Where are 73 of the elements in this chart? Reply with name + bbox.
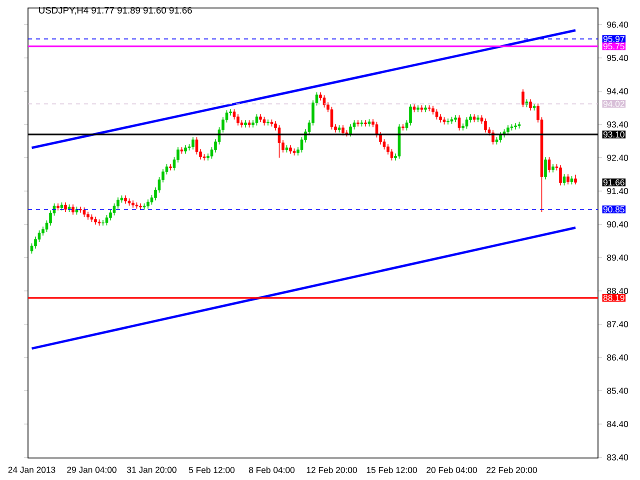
- candlestick: [82, 206, 86, 218]
- candlestick: [236, 114, 240, 126]
- text: 91.66: [603, 179, 624, 186]
- ref-line-label: 93.10: [603, 131, 624, 138]
- candlestick: [522, 88, 524, 108]
- candlestick: [116, 196, 120, 210]
- candlestick: [562, 174, 566, 186]
- candlestick: [462, 123, 464, 131]
- ref-line-label: 95.97: [603, 36, 624, 42]
- candlestick: [574, 174, 577, 185]
- candlestick: [465, 116, 468, 130]
- x-tick-label: 12 Feb 20:00: [306, 466, 357, 474]
- y-tick-label: 89.40: [607, 254, 628, 261]
- chart-title: USDJPY,H4 91.77 91.89 91.60 91.66: [39, 6, 192, 15]
- candlestick: [506, 124, 510, 135]
- ref-line-label: 88.19: [603, 294, 624, 301]
- candlestick: [349, 124, 352, 137]
- x-tick-label: 29 Jan 04:00: [67, 466, 116, 473]
- candlestick: [266, 119, 270, 126]
- x-tick-label: 5 Feb 12:00: [188, 466, 235, 474]
- candlestick: [409, 104, 412, 126]
- candlestick: [64, 202, 67, 212]
- candlestick: [514, 122, 517, 130]
- candlestick: [548, 156, 551, 173]
- ref-line-label: 94.02: [603, 100, 624, 107]
- candlestick: [192, 136, 194, 150]
- candlestick: [169, 164, 172, 171]
- y-tick-label: 92.40: [607, 154, 628, 161]
- candlestick: [544, 156, 547, 180]
- candlestick: [278, 124, 281, 158]
- x-tick-label: 31 Jan 20:00: [127, 466, 176, 473]
- y-tick-label: 83.40: [607, 454, 628, 460]
- candlestick: [364, 120, 367, 127]
- candlestick: [566, 174, 570, 185]
- candlestick: [446, 118, 450, 125]
- candlestick: [102, 220, 104, 226]
- x-tick-label: 15 Feb 12:00: [366, 466, 417, 474]
- candlestick: [559, 164, 562, 186]
- y-tick-label: 95.40: [607, 54, 628, 61]
- candlestick: [322, 94, 326, 108]
- candlestick: [229, 108, 232, 116]
- y-tick-label: 86.40: [607, 354, 628, 361]
- x-tick-label: 24 Jan 2013: [8, 466, 56, 473]
- candlestick: [109, 210, 112, 221]
- x-tick-label: 20 Feb 04:00: [426, 466, 477, 474]
- candlestick: [79, 206, 82, 214]
- candlestick: [146, 198, 150, 210]
- y-tick-label: 90.40: [607, 221, 628, 228]
- ref-line-label: 90.85: [603, 206, 624, 212]
- candlestick: [255, 114, 258, 126]
- candlestick: [330, 106, 334, 130]
- x-tick-label: 22 Feb 20:00: [486, 466, 537, 474]
- candlestick: [386, 144, 390, 155]
- x-tick-label: 8 Feb 04:00: [248, 466, 295, 474]
- candlestick: [72, 204, 74, 216]
- y-tick-label: 85.40: [607, 388, 628, 394]
- candlestick: [458, 114, 461, 131]
- candlestick: [206, 153, 210, 161]
- y-tick-label: 84.40: [607, 420, 628, 428]
- y-tick-label: 96.40: [607, 22, 628, 28]
- y-tick-label: 94.40: [607, 88, 628, 94]
- candlestick: [484, 118, 487, 133]
- ref-line-label: 95.75: [603, 43, 624, 50]
- y-tick-label: 91.40: [607, 188, 628, 194]
- candlestick: [402, 124, 404, 131]
- candlestick: [34, 236, 37, 250]
- candlestick: [435, 108, 438, 120]
- y-tick-label: 87.40: [607, 321, 628, 328]
- candlestick: [356, 120, 360, 127]
- candlestick: [49, 210, 52, 226]
- candlestick: [529, 98, 532, 111]
- y-tick-label: 93.40: [607, 121, 628, 128]
- y-tick-label: 88.40: [607, 288, 628, 294]
